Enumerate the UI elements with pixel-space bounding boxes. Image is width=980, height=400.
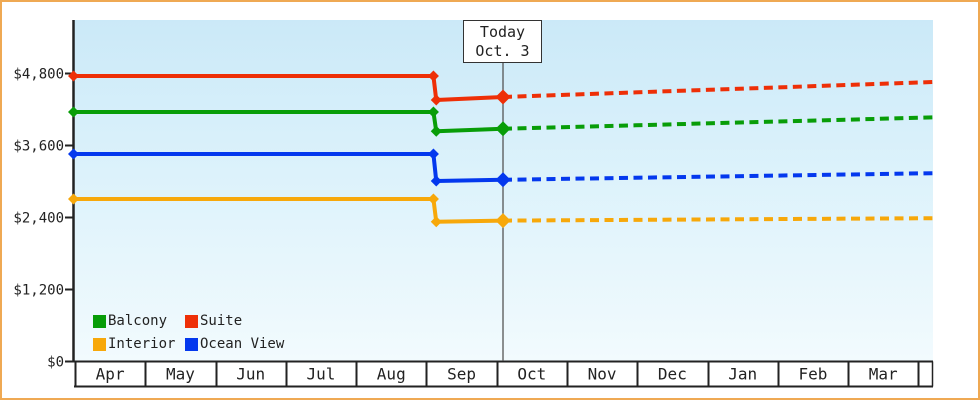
series-interior bbox=[68, 193, 933, 229]
y-tick-label: $0 bbox=[47, 355, 64, 371]
y-tick-label: $1,200 bbox=[13, 283, 64, 299]
month-label: Aug bbox=[377, 365, 406, 384]
month-label: Sep bbox=[447, 365, 476, 384]
series-ocean-view bbox=[68, 148, 933, 188]
month-label: Oct bbox=[517, 365, 546, 384]
legend-label: Suite bbox=[200, 313, 243, 329]
legend-item-interior: Interior bbox=[93, 336, 185, 352]
interior-swatch-icon bbox=[93, 337, 106, 351]
month-label: May bbox=[166, 365, 195, 384]
month-label: Nov bbox=[588, 365, 617, 384]
month-label: Apr bbox=[96, 365, 125, 384]
ocean-view-swatch-icon bbox=[185, 337, 198, 351]
balcony-swatch-icon bbox=[93, 314, 106, 328]
today-date: Oct. 3 bbox=[475, 42, 530, 60]
y-tick-label: $3,600 bbox=[13, 139, 64, 155]
y-tick-label: $4,800 bbox=[13, 67, 64, 83]
today-marker-box: Today Oct. 3 bbox=[463, 20, 542, 63]
today-label: Today bbox=[479, 23, 526, 41]
month-label: Jan bbox=[728, 365, 757, 384]
suite-swatch-icon bbox=[185, 314, 198, 328]
month-label: Mar bbox=[869, 365, 898, 384]
legend-item-ocean-view: Ocean View bbox=[185, 336, 284, 352]
legend-label: Balcony bbox=[108, 313, 168, 329]
series-balcony bbox=[68, 106, 933, 137]
chart-legend: Balcony Suite Interior Ocean View bbox=[93, 313, 284, 352]
y-axis: $0 $1,200 $2,400 $3,600 $4,800 bbox=[13, 20, 75, 371]
month-label: Feb bbox=[798, 365, 827, 384]
legend-label: Interior bbox=[108, 336, 176, 352]
legend-item-suite: Suite bbox=[185, 313, 284, 329]
y-tick-label: $2,400 bbox=[13, 211, 64, 227]
legend-item-balcony: Balcony bbox=[93, 313, 185, 329]
month-label: Dec bbox=[658, 365, 687, 384]
month-label: Jun bbox=[236, 365, 265, 384]
series-suite bbox=[68, 70, 933, 106]
legend-label: Ocean View bbox=[200, 336, 285, 352]
month-axis-band: Apr May Jun Jul Aug Sep Oct Nov Dec Jan Feb Mar bbox=[72, 360, 934, 388]
month-label: Jul bbox=[307, 365, 336, 384]
